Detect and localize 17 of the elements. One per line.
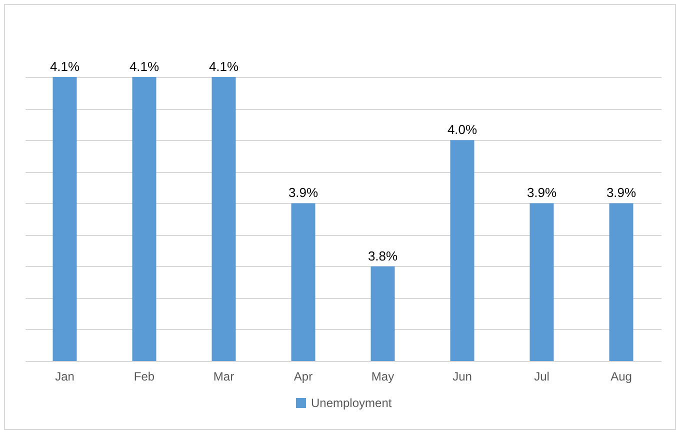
x-tick-label: Jun — [452, 370, 472, 384]
x-tick-label: Apr — [294, 370, 313, 384]
x-tick-label: May — [371, 370, 394, 384]
x-tick-label: Feb — [134, 370, 155, 384]
legend-label: Unemployment — [311, 396, 392, 410]
data-label: 3.9% — [526, 185, 557, 200]
x-tick-label: Jan — [55, 370, 74, 384]
data-label: 3.9% — [606, 185, 636, 200]
data-label: 3.8% — [368, 248, 398, 264]
data-label: 4.1% — [208, 59, 239, 74]
data-label: 3.9% — [288, 185, 318, 200]
x-tick-label: Aug — [610, 370, 632, 384]
data-label: 4.1% — [50, 59, 80, 74]
data-label: 4.1% — [129, 59, 160, 74]
x-tick-label: Jul — [534, 370, 550, 384]
data-label: 4.0% — [447, 122, 478, 138]
x-tick-label: Mar — [213, 370, 234, 384]
